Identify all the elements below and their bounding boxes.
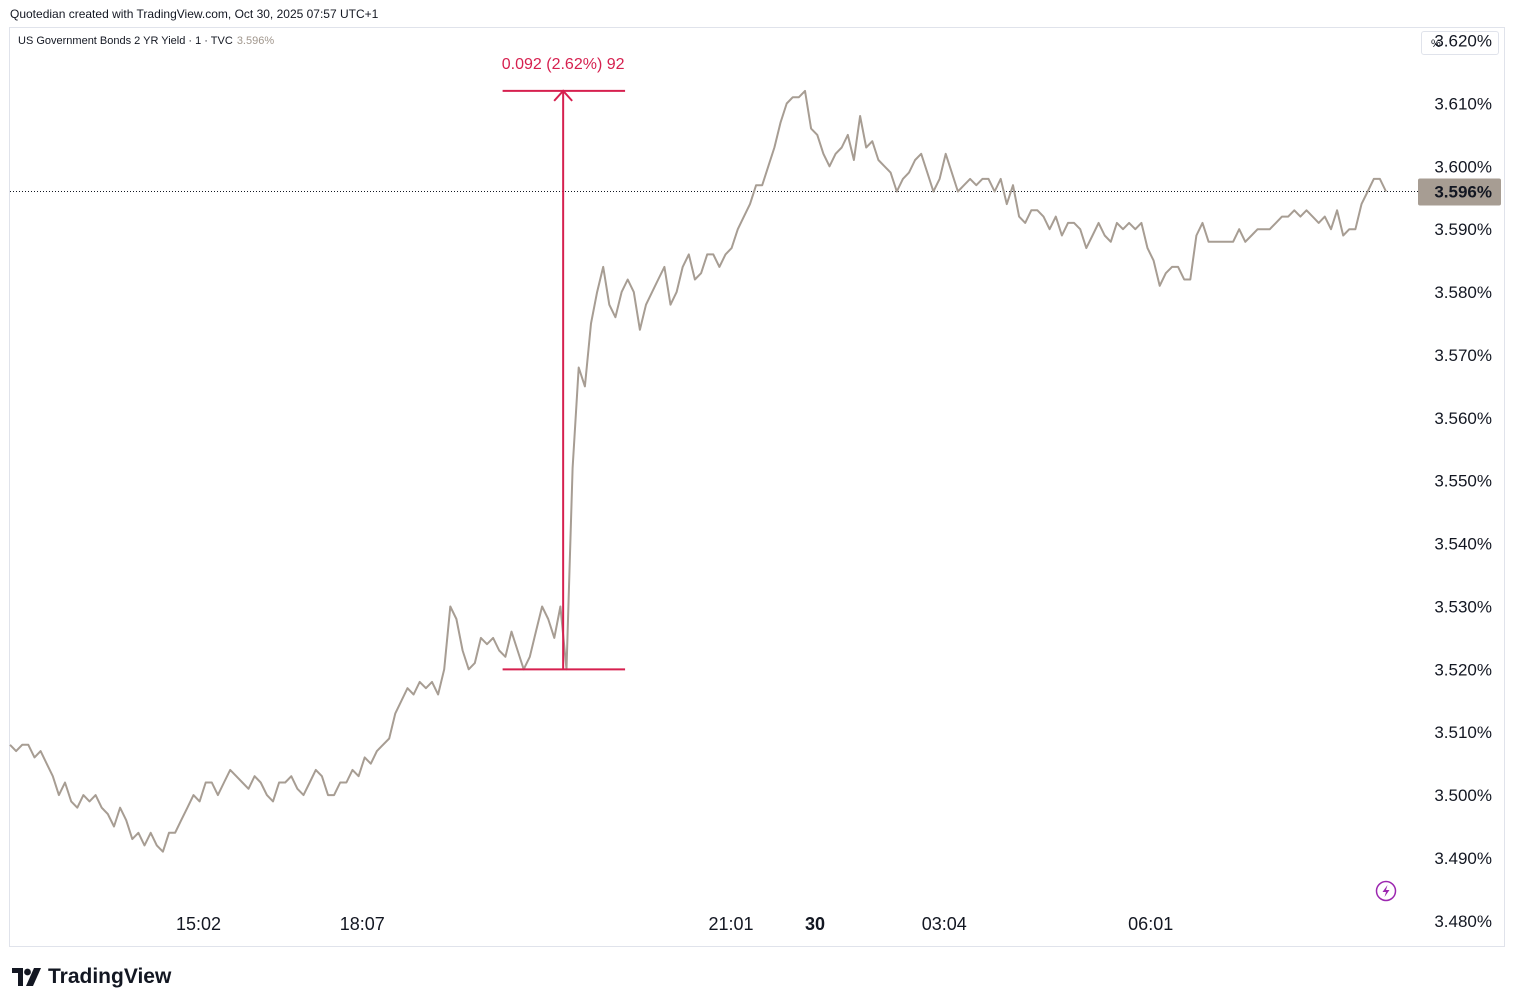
y-tick-label: 3.550%: [1434, 472, 1492, 491]
measure-label: 0.092 (2.62%) 92: [502, 56, 625, 73]
y-tick-label: 3.560%: [1434, 409, 1492, 428]
y-tick-label: 3.510%: [1434, 723, 1492, 742]
series-line[interactable]: [9, 89, 1387, 853]
last-price-tag: 3.596%: [1418, 178, 1501, 206]
chart-attribution: Quotedian created with TradingView.com, …: [10, 7, 379, 21]
y-tick-label: 3.580%: [1434, 283, 1492, 302]
y-tick-label: 3.600%: [1434, 157, 1492, 176]
price-scale-unit[interactable]: %: [1421, 31, 1499, 55]
y-tick-label: 3.570%: [1434, 346, 1492, 365]
x-tick-label: 15:02: [176, 914, 221, 934]
y-tick-label: 3.480%: [1434, 912, 1492, 931]
measure-tool[interactable]: 0.092 (2.62%) 92: [502, 56, 626, 671]
y-axis: 3.620% 3.610% 3.600% 3.590% 3.580% 3.570% 3.56…: [1434, 32, 1492, 931]
x-tick-label: 30: [805, 914, 825, 934]
x-tick-label: 18:07: [340, 914, 385, 934]
legend-last-value: 3.596%: [236, 35, 275, 47]
symbol-title: US Government Bonds 2 YR Yield · 1 · TVC: [18, 35, 233, 47]
y-tick-label: 3.490%: [1434, 849, 1492, 868]
symbol-legend[interactable]: US Government Bonds 2 YR Yield · 1 · TVC…: [18, 35, 274, 47]
y-tick-label: 3.540%: [1434, 535, 1492, 554]
x-axis: 15:02 18:07 21:01 30 03:04 06:01: [176, 914, 1173, 934]
y-tick-label: 3.620%: [1434, 32, 1492, 51]
arrow-up-icon: [553, 89, 573, 102]
flash-icon[interactable]: [1375, 880, 1397, 902]
y-tick-label: 3.610%: [1434, 94, 1492, 113]
last-price-tag-bg: [1418, 178, 1501, 206]
x-tick-label: 06:01: [1128, 914, 1173, 934]
chart-pane[interactable]: [9, 27, 1505, 947]
brand-name: TradingView: [48, 965, 172, 988]
y-tick-label: 3.500%: [1434, 786, 1492, 805]
x-tick-label: 03:04: [922, 914, 967, 934]
y-tick-label: 3.530%: [1434, 597, 1492, 616]
x-tick-label: 21:01: [709, 914, 754, 934]
tradingview-logo-icon: [12, 968, 41, 986]
tradingview-logo[interactable]: TradingView: [12, 965, 171, 989]
y-tick-label: 3.590%: [1434, 220, 1492, 239]
last-price-tag-label: 3.596%: [1434, 182, 1492, 201]
y-tick-label: 3.520%: [1434, 660, 1492, 679]
